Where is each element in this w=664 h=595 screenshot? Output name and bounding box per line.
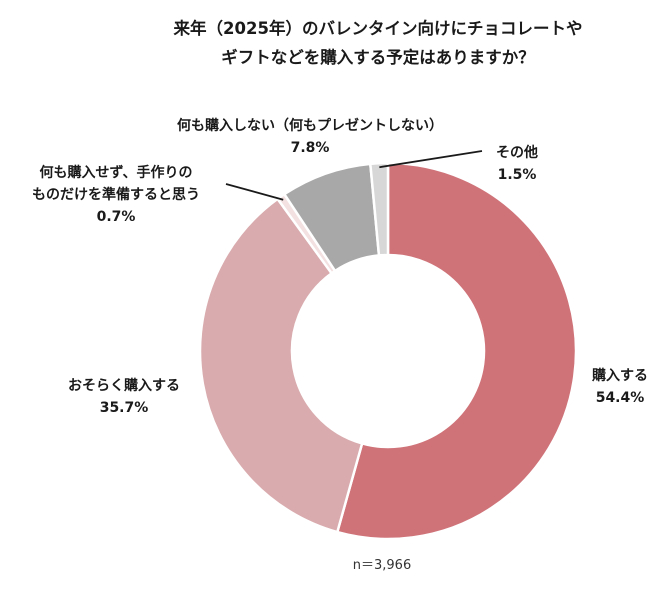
donut-slice-2 xyxy=(198,197,364,534)
slice-label-1: 購入する 54.4% xyxy=(591,367,648,406)
slice-label-4-line-1: 何も購入しない（何もプレゼントしない） xyxy=(177,117,443,134)
sample-size-note: n＝3,966 xyxy=(353,558,411,573)
chart-title-line-2: ギフトなどを購入する予定はありますか？ xyxy=(221,47,535,67)
slice-labels: 購入する 54.4% おそらく購入する 35.7% 何も購入せず、手作りのものだけを準備… xyxy=(32,117,648,416)
slice-label-2-line-1: おそらく購入する xyxy=(68,377,180,394)
slice-label-3-line-1: 何も購入せず、手作りの xyxy=(39,164,192,181)
chart-title-line-1: 来年（2025年）のバレンタイン向けにチョコレートや xyxy=(173,18,583,38)
slice-value-4: 7.8% xyxy=(291,140,330,156)
slice-value-1: 54.4% xyxy=(596,390,645,406)
chart-title: 来年（2025年）のバレンタイン向けにチョコレートや ギフトなどを購入する予定は… xyxy=(173,18,583,67)
slice-label-4: 何も購入しない（何もプレゼントしない） 7.8% xyxy=(177,117,443,156)
leader-line-5 xyxy=(379,150,483,169)
donut-slice-1 xyxy=(336,161,578,541)
slice-value-2: 35.7% xyxy=(100,400,149,416)
donut-slice-5 xyxy=(369,161,390,257)
slice-label-1-line-1: 購入する xyxy=(591,367,648,384)
leader-line-3 xyxy=(225,183,284,201)
slice-value-5: 1.5% xyxy=(498,167,537,183)
slice-value-3: 0.7% xyxy=(97,209,136,225)
slice-label-3-line-2: ものだけを準備すると思う xyxy=(32,186,200,203)
slice-label-5: その他 1.5% xyxy=(496,144,538,183)
leader-lines xyxy=(225,150,483,201)
slice-label-2: おそらく購入する 35.7% xyxy=(68,377,180,416)
donut-slices xyxy=(198,161,578,541)
slice-label-5-line-1: その他 xyxy=(496,144,538,161)
